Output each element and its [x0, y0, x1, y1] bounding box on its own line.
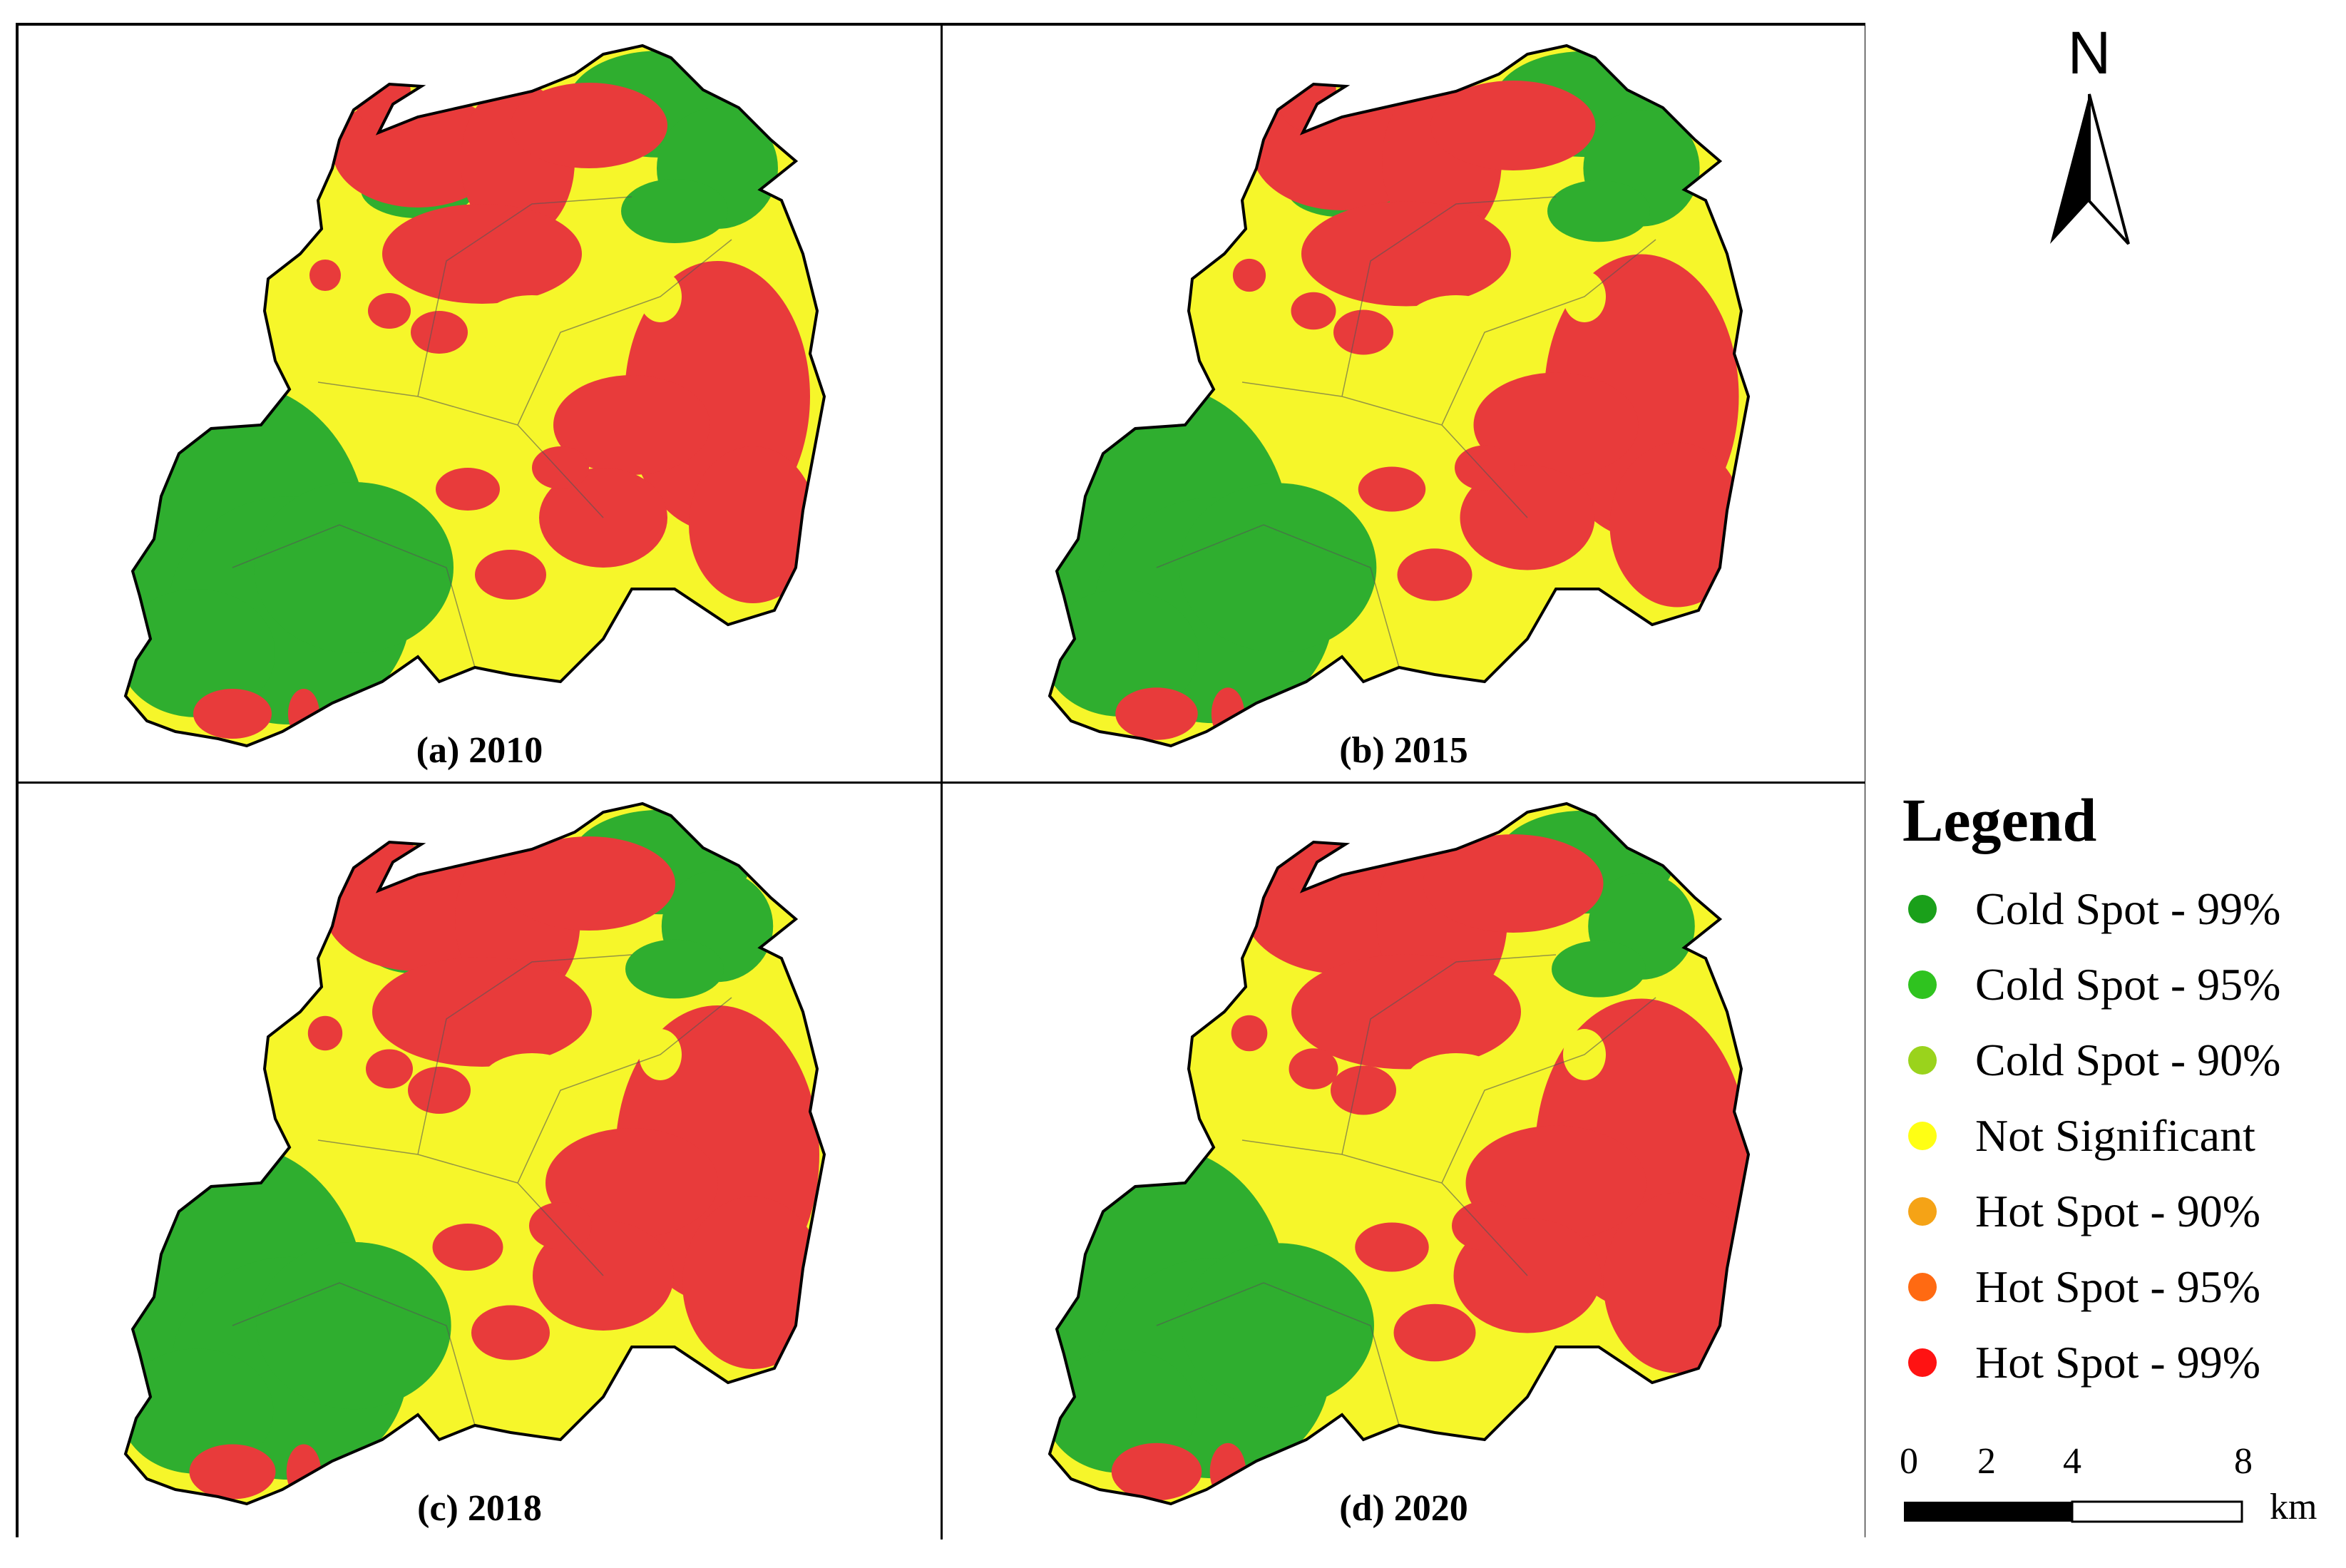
scale-tick: 0 — [1900, 1441, 1918, 1482]
hotspot-map — [1047, 43, 1751, 748]
map-panel-2018: (c) 2018 — [19, 784, 943, 1539]
legend-item: Cold Spot - 95% — [1902, 947, 2337, 1023]
north-arrow-icon — [2050, 93, 2130, 245]
panel-caption: (a) 2010 — [416, 730, 543, 771]
map-panel-2020: (d) 2020 — [943, 784, 1865, 1539]
legend-swatch — [1908, 1197, 1937, 1226]
legend-item: Not Significant — [1902, 1098, 2337, 1174]
legend-swatch — [1908, 1046, 1937, 1075]
north-letter: N — [2067, 19, 2111, 86]
scale-tick: 8 — [2234, 1441, 2253, 1482]
legend-swatch — [1908, 1122, 1937, 1150]
legend-label: Cold Spot - 90% — [1975, 1035, 2281, 1085]
legend-item: Hot Spot - 95% — [1902, 1249, 2337, 1325]
scale-tick: 4 — [2063, 1441, 2081, 1482]
legend-item: Cold Spot - 99% — [1902, 871, 2337, 947]
scale-bar: 0 2 4 8 km — [1900, 1440, 2330, 1527]
map-panel-2015: (b) 2015 — [943, 26, 1865, 784]
panel-caption: (c) 2018 — [417, 1488, 542, 1529]
legend-label: Not Significant — [1975, 1110, 2255, 1161]
hotspot-map — [123, 43, 826, 748]
legend-label: Hot Spot - 99% — [1975, 1337, 2260, 1388]
legend-swatch — [1908, 895, 1937, 923]
legend-label: Hot Spot - 95% — [1975, 1261, 2260, 1312]
north-arrow: N — [2036, 23, 2143, 251]
legend-item: Cold Spot - 90% — [1902, 1023, 2337, 1098]
map-grid: (a) 2010 (b) 2015 (c) 2018 (d) 2020 — [16, 23, 1865, 1539]
panel-caption: (b) 2015 — [1339, 730, 1468, 771]
hotspot-map — [123, 801, 826, 1506]
legend-swatch — [1908, 970, 1937, 999]
legend-item: Hot Spot - 99% — [1902, 1325, 2337, 1400]
legend: Legend Cold Spot - 99% Cold Spot - 95% Col… — [1902, 784, 2337, 1400]
legend-label: Cold Spot - 99% — [1975, 883, 2281, 934]
legend-swatch — [1908, 1273, 1937, 1301]
legend-label: Hot Spot - 90% — [1975, 1186, 2260, 1236]
scale-tick: 2 — [1977, 1441, 1996, 1482]
hotspot-map — [1047, 801, 1751, 1506]
legend-title: Legend — [1902, 786, 2097, 854]
legend-swatch — [1908, 1348, 1937, 1377]
legend-item: Hot Spot - 90% — [1902, 1174, 2337, 1249]
panel-caption: (d) 2020 — [1339, 1488, 1468, 1529]
map-panel-2010: (a) 2010 — [19, 26, 943, 784]
scale-units: km — [2270, 1487, 2317, 1527]
legend-label: Cold Spot - 95% — [1975, 959, 2281, 1010]
scale-bar-graphic — [1904, 1500, 2243, 1523]
